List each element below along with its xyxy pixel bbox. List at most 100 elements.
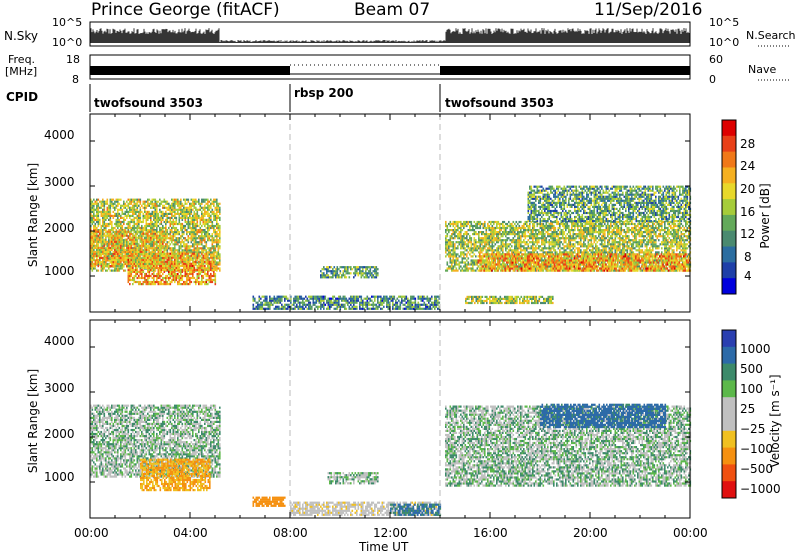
power-cell — [168, 233, 170, 236]
power-cell — [205, 243, 208, 246]
power-cell — [123, 241, 125, 244]
power-cell — [311, 305, 313, 308]
power-cell — [202, 200, 205, 203]
power-cell — [327, 307, 330, 310]
power-cell — [404, 297, 406, 300]
power-cell — [123, 202, 125, 205]
power-cell — [178, 280, 181, 284]
power-cell — [93, 251, 95, 254]
power-cell — [150, 202, 152, 205]
power-cell — [211, 258, 214, 261]
power-cell — [111, 258, 113, 262]
power-cell — [112, 206, 115, 209]
power-cell — [396, 301, 399, 304]
power-cell — [153, 206, 155, 209]
power-cell — [109, 246, 112, 249]
power-cell — [201, 278, 203, 282]
power-cell — [261, 305, 264, 308]
power-cell — [183, 198, 185, 201]
power-cell — [162, 260, 164, 264]
power-cell — [142, 226, 145, 230]
power-cell — [303, 303, 306, 306]
power-cell — [207, 229, 209, 232]
power-cell — [145, 214, 148, 217]
power-cell — [181, 270, 184, 273]
power-cell — [96, 218, 98, 221]
power-cell — [429, 303, 432, 306]
power-cell — [205, 220, 208, 224]
power-cell — [205, 254, 208, 257]
power-cell — [118, 229, 121, 232]
power-cell — [136, 240, 139, 243]
power-cell — [117, 258, 119, 262]
power-cell — [326, 299, 328, 302]
power-cell — [210, 253, 212, 256]
power-cell — [157, 268, 160, 271]
power-cell — [90, 204, 92, 207]
power-cell — [448, 222, 450, 226]
power-cell — [320, 297, 322, 300]
power-cell — [466, 239, 468, 242]
power-cell — [201, 235, 203, 238]
power-cell — [141, 240, 143, 243]
power-cell — [108, 224, 110, 228]
power-cell — [145, 252, 148, 255]
power-cell — [479, 249, 482, 252]
power-cell — [344, 295, 346, 298]
power-cell — [470, 249, 473, 252]
power-cell — [91, 262, 94, 266]
power-cell — [205, 272, 208, 276]
power-cell — [99, 231, 101, 234]
power-cell — [147, 200, 149, 203]
power-cell — [461, 267, 464, 270]
power-cell — [174, 204, 176, 207]
power-cell — [147, 268, 149, 271]
power-cell — [162, 230, 164, 233]
power-cell — [174, 202, 176, 205]
power-cell — [111, 224, 113, 228]
power-cell — [117, 234, 119, 237]
power-cell — [467, 247, 470, 250]
power-cell — [213, 272, 215, 276]
power-cell — [159, 238, 161, 241]
power-cell — [192, 269, 194, 272]
power-cell — [359, 301, 361, 304]
power-cell — [94, 262, 97, 266]
power-cell — [356, 307, 358, 310]
power-cell — [347, 272, 349, 275]
power-cell — [466, 259, 468, 262]
power-cell — [186, 264, 188, 267]
power-cell — [106, 214, 109, 217]
power-cell — [166, 206, 169, 209]
power-cell — [162, 204, 164, 207]
power-cell — [260, 301, 262, 304]
power-cell — [290, 301, 292, 304]
power-cell — [162, 212, 164, 215]
power-cell — [294, 305, 297, 308]
power-cell — [166, 276, 169, 280]
power-cell — [484, 245, 486, 248]
power-cell — [460, 233, 462, 236]
power-cell — [375, 303, 378, 306]
power-cell — [202, 280, 205, 284]
power-cell — [168, 256, 170, 259]
power-cell — [458, 263, 461, 266]
power-cell — [306, 299, 309, 302]
power-cell — [151, 235, 154, 238]
power-cell — [199, 241, 202, 244]
power-cell — [141, 230, 143, 233]
power-cell — [177, 243, 179, 246]
power-cell — [332, 272, 334, 275]
power-cell — [91, 269, 94, 272]
power-cell — [105, 248, 107, 251]
power-cell — [356, 305, 358, 308]
power-cell — [175, 252, 178, 255]
power-cell — [219, 261, 221, 264]
power-cell — [138, 204, 140, 207]
power-cell — [216, 257, 218, 260]
power-cell — [445, 220, 447, 224]
power-cell — [490, 229, 492, 232]
power-cell — [106, 208, 109, 211]
power-cell — [205, 222, 208, 226]
power-cell — [169, 235, 172, 238]
